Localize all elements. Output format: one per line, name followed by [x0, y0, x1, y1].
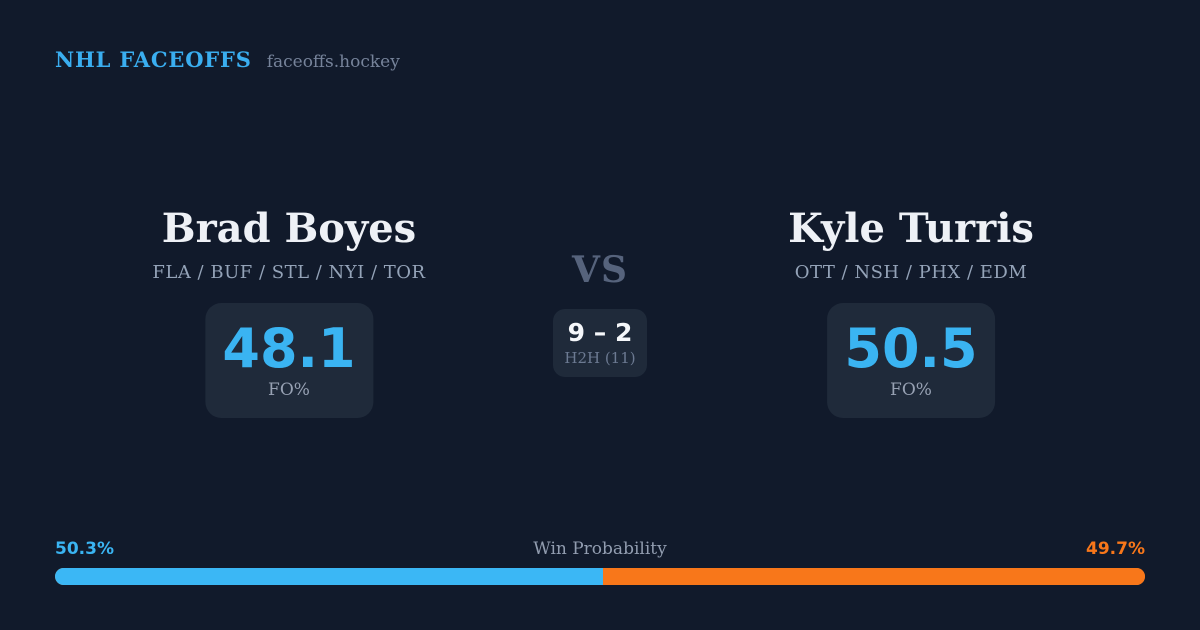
site-url: faceoffs.hockey	[266, 52, 400, 72]
win-bar-left	[55, 568, 604, 585]
win-probability-left-pct: 50.3%	[55, 539, 114, 559]
win-probability-labels: 50.3% Win Probability 49.7%	[55, 539, 1145, 559]
win-bar-right	[603, 568, 1145, 585]
player-right-teams: OTT / NSH / PHX / EDM	[794, 262, 1028, 283]
player-right-column: Kyle Turris OTT / NSH / PHX / EDM 50.5 F…	[788, 207, 1034, 418]
player-right-fo-value: 50.5	[844, 316, 978, 380]
player-left-teams: FLA / BUF / STL / NYI / TOR	[152, 262, 426, 283]
player-left-fo-label: FO%	[268, 379, 310, 400]
player-right-name: Kyle Turris	[788, 205, 1034, 252]
player-left-name: Brad Boyes	[161, 205, 417, 252]
player-left-column: Brad Boyes FLA / BUF / STL / NYI / TOR 4…	[152, 207, 425, 418]
win-probability-title: Win Probability	[533, 539, 667, 559]
h2h-score: 9 – 2	[567, 318, 633, 347]
header: NHL FACEOFFS faceoffs.hockey	[55, 47, 400, 72]
h2h-label: H2H (11)	[564, 349, 636, 367]
vs-label: VS	[572, 249, 628, 291]
brand-title: NHL FACEOFFS	[55, 47, 252, 72]
player-right-fo-card: 50.5 FO%	[826, 303, 995, 418]
versus-column: VS 9 – 2 H2H (11)	[553, 248, 647, 377]
win-probability-section: 50.3% Win Probability 49.7%	[55, 539, 1145, 585]
player-left-fo-value: 48.1	[222, 316, 356, 380]
h2h-card: 9 – 2 H2H (11)	[553, 309, 647, 377]
player-right-fo-label: FO%	[890, 379, 932, 400]
win-probability-right-pct: 49.7%	[1086, 539, 1145, 559]
win-probability-bar	[55, 568, 1145, 585]
player-left-fo-card: 48.1 FO%	[205, 303, 373, 418]
